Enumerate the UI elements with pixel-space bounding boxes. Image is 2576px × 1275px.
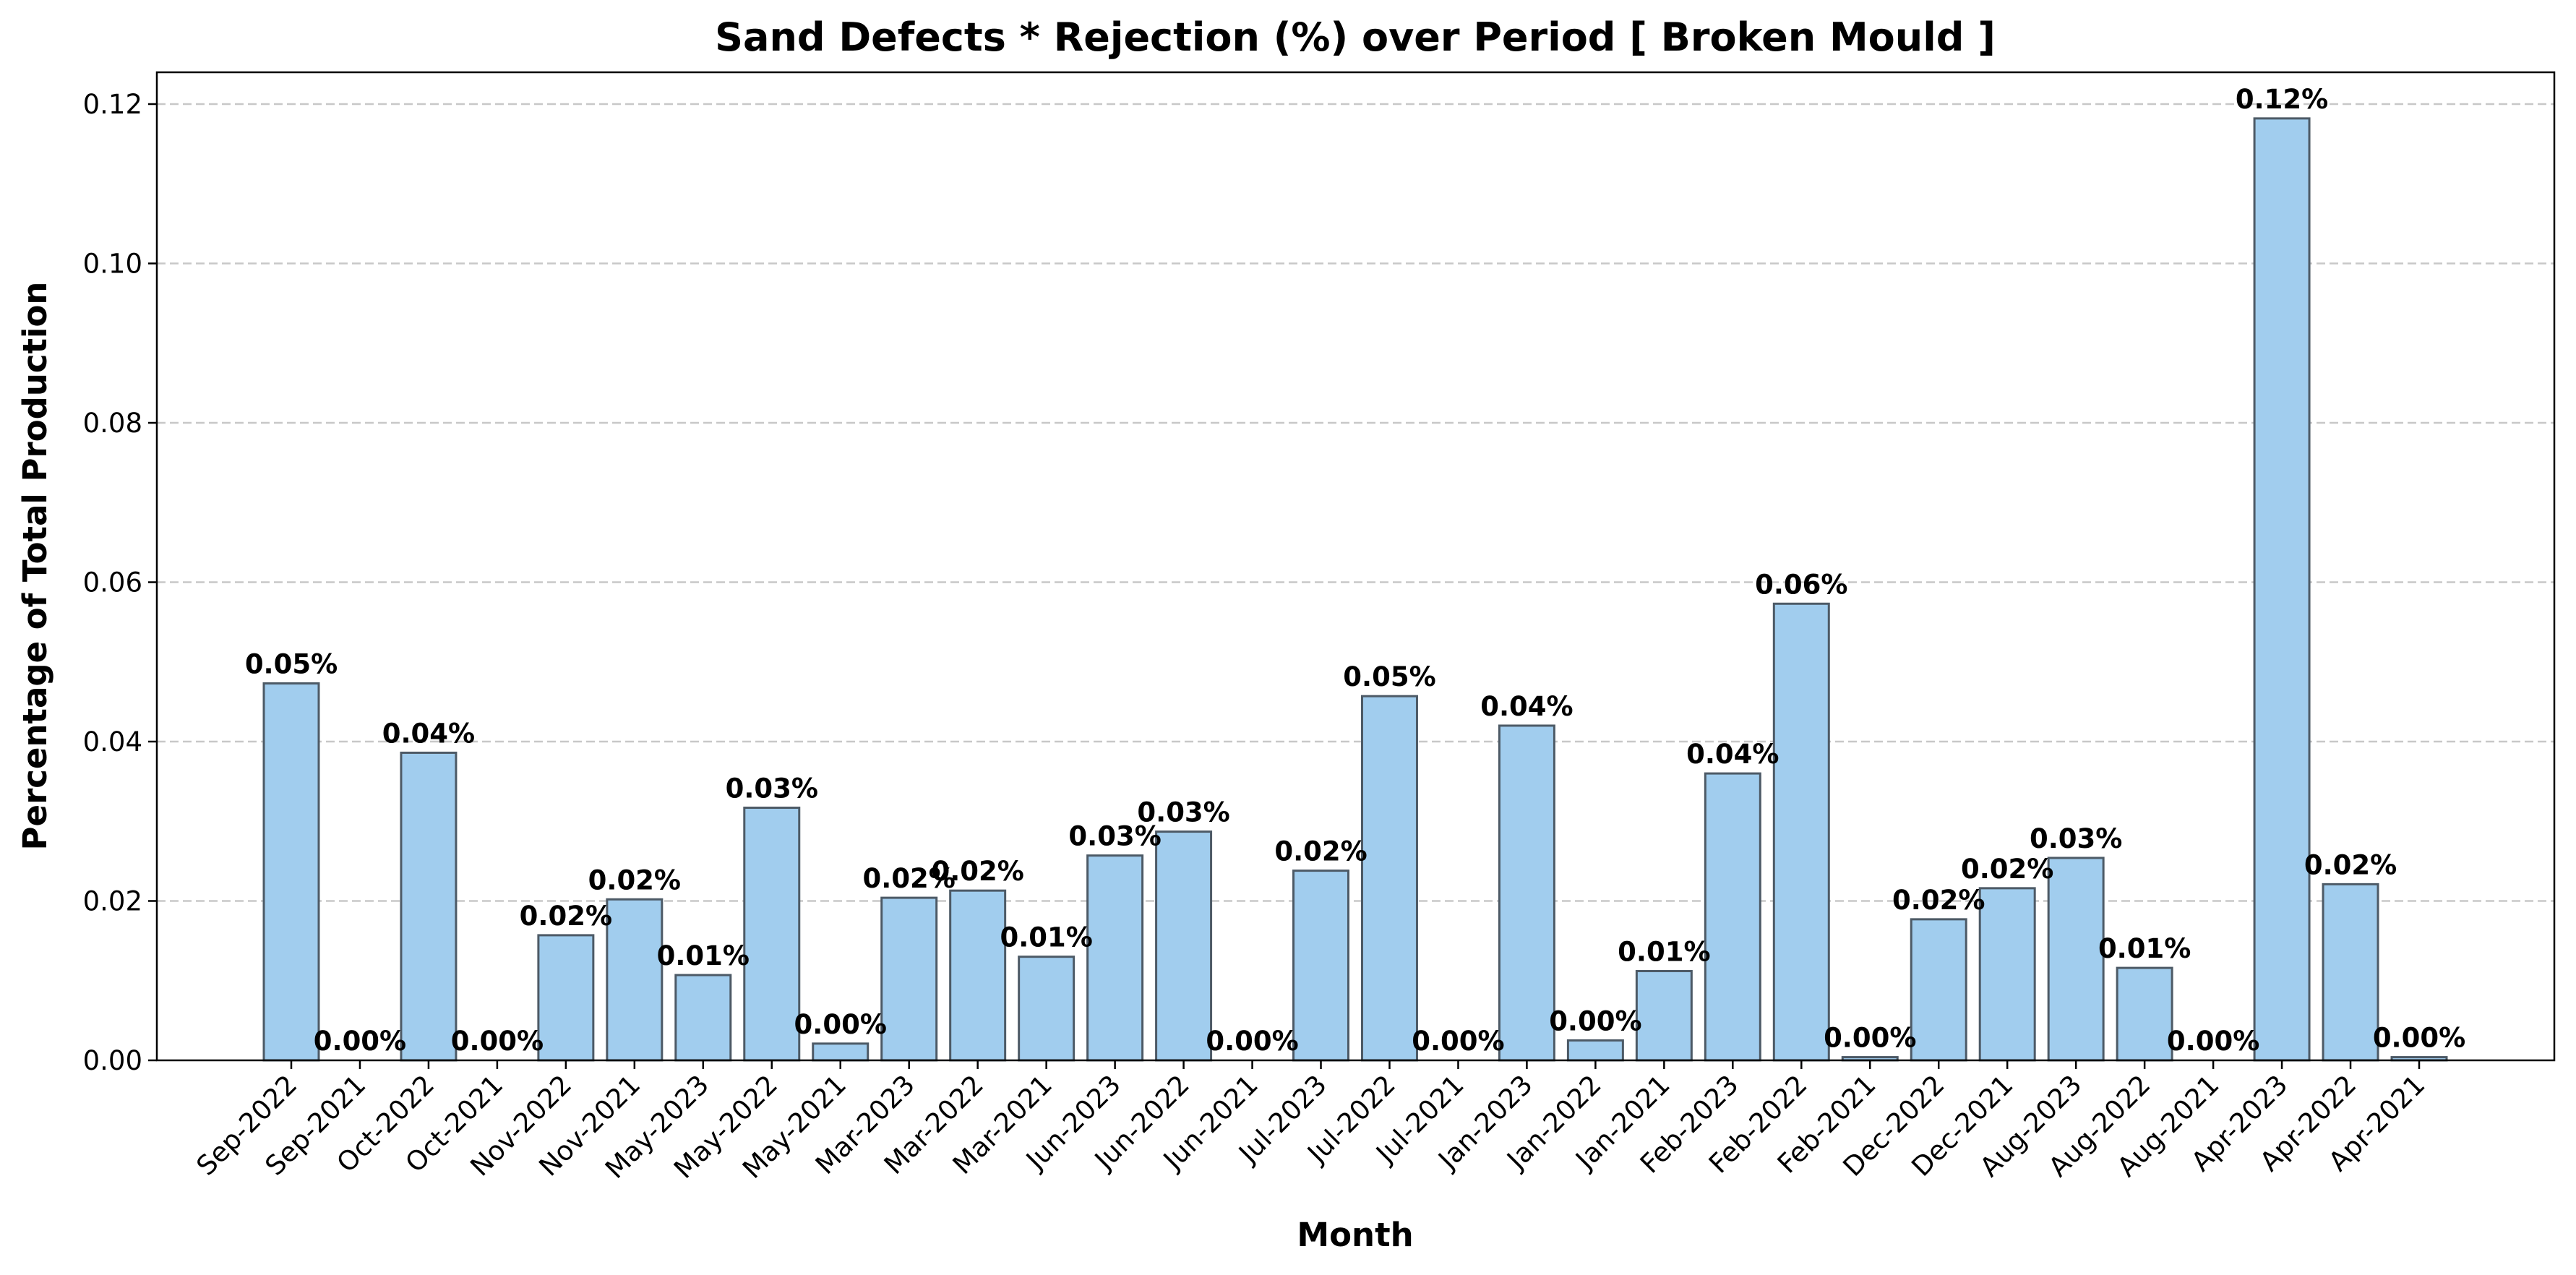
data-label: 0.01% [1000,922,1092,953]
bar [1566,1039,1624,1062]
bar [2116,966,2173,1062]
bar [880,896,938,1062]
data-labels: 0.05%0.00%0.04%0.00%0.02%0.02%0.01%0.03%… [245,84,2465,1057]
data-label: 0.04% [1686,739,1779,770]
data-label: 0.03% [1137,797,1229,828]
y-axis-ticks: 0.00 0.02 0.04 0.06 0.08 0.10 0.12 [83,89,157,1076]
y-tick-label: 0.00 [83,1045,142,1076]
bars [262,117,2448,1062]
bar [1018,956,1076,1062]
bar [1292,870,1350,1062]
plot-area-frame [155,71,2556,1062]
data-label: 0.01% [1618,937,1710,968]
bar [1772,602,1830,1062]
y-tick-label: 0.04 [83,726,142,757]
data-label: 0.05% [245,649,338,680]
bar [949,889,1007,1062]
y-tick-label: 0.12 [83,89,142,120]
data-label: 0.01% [2098,933,2191,964]
bar [1635,970,1693,1062]
data-label: 0.02% [1892,885,1985,916]
bar [1910,918,1967,1062]
bar [1360,695,1418,1062]
y-tick-label: 0.08 [83,408,142,439]
bar [400,751,458,1062]
data-label: 0.02% [520,901,612,932]
data-label: 0.02% [1274,836,1367,867]
data-label: 0.12% [2236,84,2328,115]
bar [812,1042,870,1062]
data-label: 0.02% [2304,849,2397,880]
bar [1498,724,1555,1062]
data-label: 0.00% [2167,1026,2259,1057]
data-label: 0.03% [2030,823,2122,854]
chart-title: Sand Defects * Rejection (%) over Period… [715,14,1996,60]
y-tick-label: 0.06 [83,567,142,598]
bar [2322,883,2379,1062]
data-label: 0.00% [794,1009,887,1040]
bar [1155,830,1213,1062]
bar [674,974,732,1062]
bar [1086,854,1144,1062]
bar [262,682,320,1062]
data-label: 0.02% [931,856,1023,887]
data-label: 0.00% [1412,1026,1504,1057]
x-axis-label: Month [1297,1216,1413,1254]
y-tick-label: 0.02 [83,886,142,917]
data-label: 0.01% [657,940,750,971]
data-label: 0.04% [1480,691,1573,722]
bar [537,934,595,1062]
data-label: 0.06% [1755,569,1847,600]
bar [2253,117,2311,1062]
bar [1704,772,1761,1062]
data-label: 0.00% [314,1026,406,1057]
data-label: 0.00% [451,1026,544,1057]
data-label: 0.02% [863,863,956,894]
data-label: 0.04% [382,718,475,749]
data-label: 0.00% [1549,1005,1641,1036]
data-label: 0.02% [588,864,681,896]
bar [1978,887,2036,1062]
data-label: 0.00% [2373,1023,2465,1054]
y-gridlines [157,103,2554,902]
bar [2047,857,2105,1062]
y-tick-label: 0.10 [83,249,142,280]
data-label: 0.03% [726,773,818,804]
data-label: 0.02% [1961,854,2053,885]
data-label: 0.05% [1343,661,1435,692]
bar [606,898,664,1062]
data-label: 0.00% [1824,1023,1916,1054]
y-axis-label: Percentage of Total Production [16,282,54,851]
data-label: 0.03% [1068,821,1161,852]
x-axis-ticks: Sep-2022Sep-2021Oct-2022Oct-2021Nov-2022… [191,1060,2431,1185]
data-label: 0.00% [1206,1026,1298,1057]
bar [743,807,801,1062]
